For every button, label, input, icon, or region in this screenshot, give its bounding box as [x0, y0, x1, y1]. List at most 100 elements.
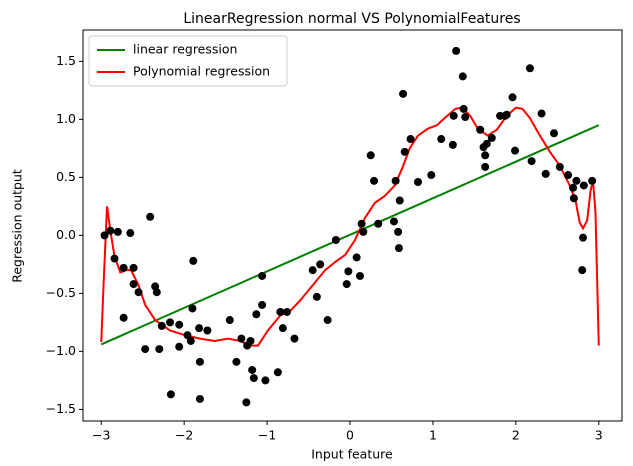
scatter-point: [458, 72, 467, 81]
scatter-point: [248, 365, 257, 374]
y-tick-label: 0.5: [56, 169, 76, 184]
scatter-point: [459, 104, 468, 113]
scatter-point: [569, 194, 578, 203]
scatter-point: [564, 171, 573, 180]
scatter-point: [352, 253, 361, 262]
scatter-point: [175, 342, 184, 351]
scatter-point: [482, 139, 491, 148]
scatter-point: [389, 217, 398, 226]
scatter-point: [448, 140, 457, 149]
scatter-point: [195, 357, 204, 366]
scatter-point: [129, 280, 138, 289]
scatter-point: [166, 318, 175, 327]
y-axis-label: Regression output: [10, 169, 25, 283]
y-tick-label: 1.0: [56, 111, 76, 126]
scatter-point: [331, 236, 340, 245]
scatter-point: [550, 129, 559, 138]
scatter-point: [476, 125, 485, 134]
scatter-point: [323, 316, 332, 325]
scatter-point: [146, 212, 155, 221]
x-tick-label: 2: [512, 428, 520, 443]
scatter-point: [106, 226, 115, 235]
scatter-point: [541, 169, 550, 178]
scatter-point: [258, 271, 267, 280]
x-tick-label: −1: [258, 428, 276, 443]
scatter-point: [525, 64, 534, 73]
scatter-point: [414, 177, 423, 186]
legend-label: Polynomial regression: [133, 64, 270, 79]
line-series: [100, 106, 600, 347]
scatter-point: [502, 110, 511, 119]
scatter-point: [355, 271, 364, 280]
scatter-point: [308, 266, 317, 275]
scatter-point: [175, 320, 184, 329]
scatter-point: [126, 229, 135, 238]
scatter-point: [195, 394, 204, 403]
scatter-point: [113, 227, 122, 236]
scatter-point: [357, 219, 366, 228]
scatter-point: [246, 336, 255, 345]
scatter-point: [119, 263, 128, 272]
scatter-point: [344, 267, 353, 276]
scatter-point: [188, 304, 197, 313]
x-tick-label: −2: [175, 428, 193, 443]
scatter-point: [225, 316, 234, 325]
scatter-point: [578, 266, 587, 275]
x-tick-label: −3: [92, 428, 110, 443]
scatter-point: [481, 151, 490, 160]
scatter-point: [189, 256, 198, 265]
scatter-point: [316, 260, 325, 269]
scatter-point: [572, 176, 581, 185]
scatter-point: [588, 176, 597, 185]
x-tick-label: 1: [429, 428, 437, 443]
scatter-point: [366, 151, 375, 160]
scatter-point: [237, 334, 246, 343]
chart-title: LinearRegression normal VS PolynomialFea…: [183, 11, 520, 27]
scatter-point: [449, 111, 458, 120]
scatter-point: [110, 254, 119, 263]
scatter-point: [249, 374, 258, 383]
y-tick-label: −0.5: [46, 285, 76, 300]
scatter-point: [342, 280, 351, 289]
scatter-point: [452, 46, 461, 55]
scatter-point: [374, 219, 383, 228]
y-tick-label: 1.5: [56, 53, 76, 68]
scatter-point: [183, 331, 192, 340]
scatter-point: [100, 231, 109, 240]
scatter-point: [232, 357, 241, 366]
scatter-point: [273, 368, 282, 377]
scatter-point: [370, 176, 379, 185]
scatter-point: [391, 176, 400, 185]
scatter-point: [394, 244, 403, 253]
x-axis-label: Input feature: [311, 447, 393, 462]
scatter-point: [282, 307, 291, 316]
scatter-point: [290, 334, 299, 343]
scatter-point: [141, 345, 150, 354]
scatter-point: [359, 227, 368, 236]
scatter-point: [312, 292, 321, 301]
scatter-point: [276, 307, 285, 316]
scatter-point: [252, 310, 261, 319]
x-tick-label: 3: [595, 428, 603, 443]
scatter-point: [511, 146, 520, 155]
scatter-point: [278, 324, 287, 333]
scatter-point: [129, 263, 138, 272]
scatter-point: [527, 157, 536, 166]
scatter-point: [537, 109, 546, 118]
scatter-point: [152, 288, 161, 297]
scatter-point: [119, 313, 128, 322]
plot-frame: [82, 29, 623, 422]
scatter-point: [400, 147, 409, 156]
scatter-point: [166, 390, 175, 399]
scatter-point: [437, 135, 446, 144]
x-tick-label: 0: [346, 428, 354, 443]
scatter-point: [399, 89, 408, 98]
scatter-point: [406, 135, 415, 144]
y-tick-label: 0.0: [56, 227, 76, 242]
scatter-point: [186, 336, 195, 345]
scatter-point: [134, 288, 143, 297]
legend-label: linear regression: [133, 42, 237, 57]
scatter-point: [242, 398, 251, 407]
scatter-point: [579, 233, 588, 242]
